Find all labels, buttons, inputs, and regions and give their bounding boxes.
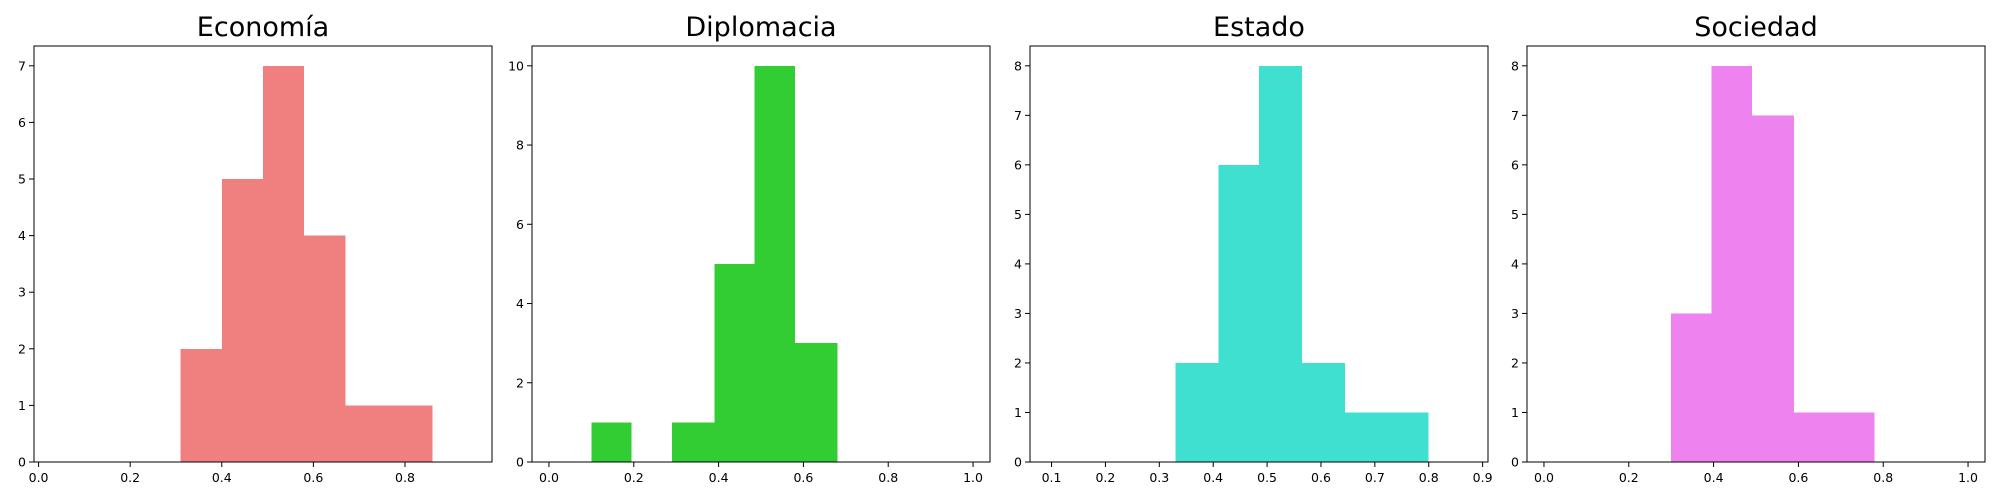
histogram-bar <box>1671 313 1712 462</box>
histogram-bar <box>754 65 795 463</box>
x-tick-label: 0.4 <box>709 470 729 485</box>
histogram-bar <box>180 348 222 462</box>
x-tick-label: 0.2 <box>1619 470 1639 485</box>
y-tick-label: 3 <box>18 285 26 300</box>
x-tick-label: 0.7 <box>1365 470 1385 485</box>
y-tick-label: 3 <box>1511 306 1519 321</box>
histogram-bar <box>1751 115 1795 462</box>
chart-title: Economía <box>197 12 329 43</box>
histogram-bar <box>1794 412 1835 462</box>
x-tick-label: 0.8 <box>1873 470 1893 485</box>
histogram-bar <box>386 405 433 462</box>
histogram-bar <box>1345 412 1389 462</box>
y-tick-label: 4 <box>18 228 26 243</box>
chart-title: Diplomacia <box>685 12 836 43</box>
histogram-bar <box>794 343 838 462</box>
x-tick-label: 0.0 <box>29 470 49 485</box>
y-tick-label: 0 <box>1014 455 1022 470</box>
y-tick-label: 7 <box>1014 108 1022 123</box>
histogram-bar <box>1388 412 1429 462</box>
y-tick-label: 7 <box>18 58 26 73</box>
axes-frame <box>531 45 991 463</box>
histogram-bar <box>1218 164 1259 462</box>
histogram-bar <box>263 65 305 463</box>
histogram-bar <box>304 235 346 462</box>
histogram-bar <box>1175 362 1219 462</box>
y-tick-label: 6 <box>516 217 524 232</box>
x-tick-label: 1.0 <box>963 470 983 485</box>
y-tick-label: 1 <box>18 398 26 413</box>
y-tick-label: 6 <box>18 115 26 130</box>
y-tick-label: 4 <box>1014 256 1022 271</box>
x-tick-label: 0.2 <box>1095 470 1115 485</box>
histogram-bar <box>1302 362 1346 462</box>
histogram-bar <box>345 405 387 462</box>
axes-frame <box>1029 45 1489 463</box>
x-tick-label: 0.3 <box>1149 470 1169 485</box>
y-tick-label: 5 <box>18 172 26 187</box>
axes-frame <box>1526 45 1986 463</box>
y-tick-label: 0 <box>516 455 524 470</box>
y-tick-label: 2 <box>18 341 26 356</box>
x-tick-label: 0.2 <box>624 470 644 485</box>
chart-title: Estado <box>1213 12 1305 43</box>
histogram-bar <box>591 422 632 462</box>
x-tick-label: 0.0 <box>1534 470 1554 485</box>
x-tick-label: 0.5 <box>1257 470 1277 485</box>
x-tick-label: 0.6 <box>1788 470 1808 485</box>
x-tick-label: 0.4 <box>212 470 232 485</box>
y-tick-label: 8 <box>1014 58 1022 73</box>
histogram-bar <box>671 422 715 462</box>
panel-sociedad: Sociedad 0.0 0.2 0.4 0.6 0.8 1.0 0 1 2 3 4 5 6 7 8 <box>1511 12 1986 485</box>
histogram-bar <box>1834 412 1875 462</box>
y-tick-label: 7 <box>1511 108 1519 123</box>
y-tick-label: 1 <box>1014 405 1022 420</box>
y-tick-label: 2 <box>516 375 524 390</box>
x-tick-label: 0.8 <box>878 470 898 485</box>
x-tick-label: 0.8 <box>1419 470 1439 485</box>
panel-diplomacia: Diplomacia 0.0 0.2 0.4 0.6 0.8 1.0 0 2 4 6 8 10 <box>508 12 991 485</box>
histogram-bar <box>1711 65 1752 463</box>
y-tick-label: 2 <box>1511 355 1519 370</box>
y-tick-label: 6 <box>1511 157 1519 172</box>
y-tick-label: 5 <box>1014 207 1022 222</box>
histogram-bar <box>1259 65 1303 463</box>
panel-estado: Estado 0.1 0.2 0.3 0.4 0.5 0.6 0.7 0.8 0.9 0 1 2 3 4 5… <box>1014 12 1493 485</box>
x-tick-label: 0.1 <box>1042 470 1062 485</box>
x-tick-label: 0.8 <box>395 470 415 485</box>
y-tick-label: 5 <box>1511 207 1519 222</box>
x-tick-label: 0.6 <box>303 470 323 485</box>
x-tick-label: 0.9 <box>1473 470 1493 485</box>
histogram-bar <box>221 179 263 462</box>
y-tick-label: 4 <box>516 296 524 311</box>
y-tick-label: 3 <box>1014 306 1022 321</box>
y-tick-label: 1 <box>1511 405 1519 420</box>
panel-economia: Economía 0.0 0.2 0.4 0.6 0.8 0 1 2 3 4 5 6 7 <box>18 12 493 485</box>
y-tick-label: 8 <box>516 138 524 153</box>
x-tick-label: 0.4 <box>1203 470 1223 485</box>
x-tick-label: 0.0 <box>539 470 559 485</box>
x-tick-label: 0.6 <box>1311 470 1331 485</box>
y-tick-label: 0 <box>18 455 26 470</box>
y-tick-label: 4 <box>1511 256 1519 271</box>
chart-title: Sociedad <box>1694 12 1817 43</box>
axes-frame <box>33 45 493 463</box>
x-tick-label: 0.6 <box>793 470 813 485</box>
y-tick-label: 0 <box>1511 455 1519 470</box>
x-tick-label: 0.2 <box>120 470 140 485</box>
x-tick-label: 0.4 <box>1704 470 1724 485</box>
y-tick-label: 6 <box>1014 157 1022 172</box>
y-tick-label: 8 <box>1511 58 1519 73</box>
y-tick-label: 10 <box>508 58 524 73</box>
y-tick-label: 2 <box>1014 355 1022 370</box>
histogram-bar <box>714 263 755 462</box>
x-tick-label: 1.0 <box>1958 470 1978 485</box>
